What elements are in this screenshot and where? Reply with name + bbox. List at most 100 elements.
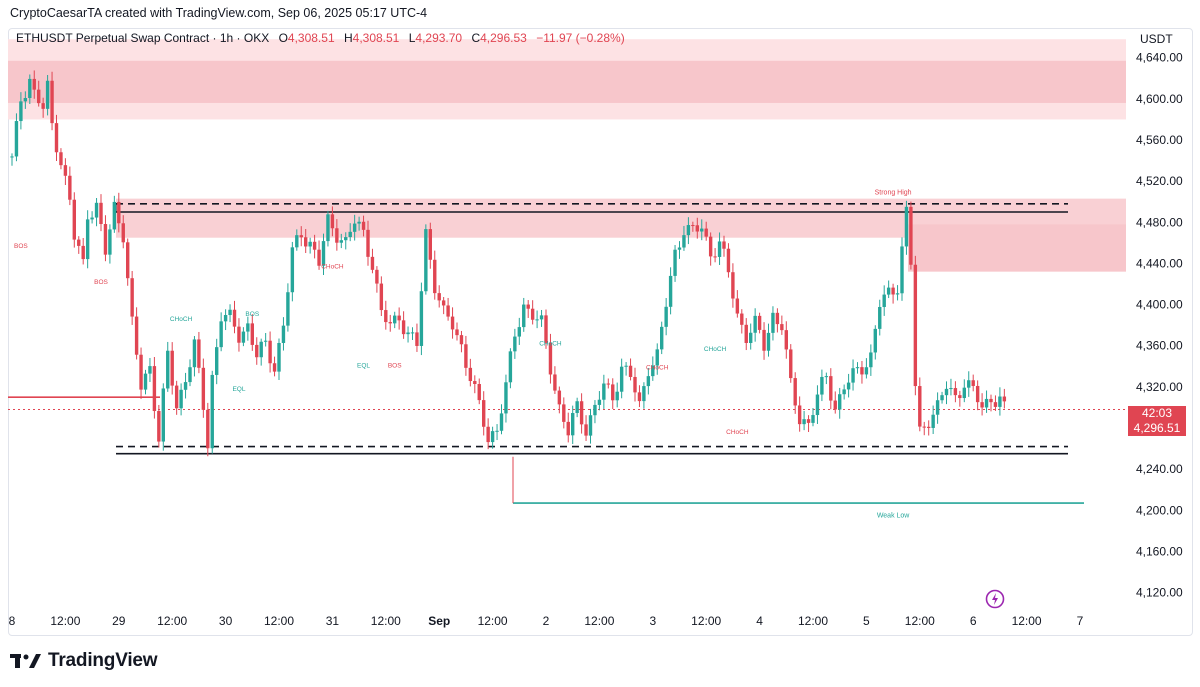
candle-body — [99, 202, 103, 225]
candle-body — [250, 323, 254, 345]
candle-body — [330, 214, 335, 229]
candle-body — [410, 332, 415, 334]
candle-body — [980, 402, 984, 408]
time-tick-label: 5 — [863, 614, 870, 628]
time-tick-label: 3 — [649, 614, 656, 628]
low-value: 4,293.70 — [415, 31, 463, 45]
price-tick-label: 4,480.00 — [1136, 215, 1183, 229]
price-tick-label: 4,600.00 — [1136, 92, 1183, 106]
chart-attribution: CryptoCaesarTA created with TradingView.… — [10, 6, 428, 20]
candle-body — [237, 326, 241, 343]
candle-body — [401, 320, 406, 335]
lightning-icon[interactable] — [985, 589, 1005, 609]
candle-body — [299, 235, 303, 238]
candle-body — [1002, 396, 1007, 402]
high-label: H — [343, 31, 353, 45]
candle-body — [713, 256, 717, 258]
candle-body — [317, 249, 321, 266]
candle-body — [793, 378, 797, 406]
candle-body — [210, 374, 214, 449]
candle-body — [935, 400, 940, 415]
candle-body — [611, 384, 615, 401]
candle-body — [922, 426, 926, 428]
candle-body — [504, 382, 508, 414]
candle-body — [388, 322, 392, 324]
candle-body — [246, 323, 250, 332]
candle-body — [735, 298, 740, 314]
annotation-label: CHoCH — [704, 346, 727, 353]
candle-body — [228, 309, 232, 316]
candle-body — [321, 241, 326, 266]
candle-body — [268, 340, 272, 364]
candle-body — [962, 387, 966, 399]
candle-body — [535, 319, 539, 321]
candle-body — [263, 340, 268, 342]
candle-body — [588, 415, 593, 436]
candle-body — [633, 376, 637, 393]
tradingview-logo[interactable]: TradingView — [10, 650, 158, 672]
candle-body — [433, 259, 437, 294]
zone-3 — [908, 224, 1126, 272]
candle-body — [72, 199, 76, 240]
candle-body — [295, 235, 299, 248]
last-price-badge: 4,296.51 — [1128, 421, 1186, 436]
candle-body — [579, 401, 584, 425]
high-value: 4,308.51 — [352, 31, 400, 45]
price-tick-label: 4,400.00 — [1136, 298, 1183, 312]
candle-body — [544, 315, 548, 343]
candle-body — [450, 316, 455, 330]
candle-body — [682, 235, 686, 248]
candle-body — [757, 315, 762, 330]
candle-body — [223, 315, 228, 322]
candle-body — [406, 332, 410, 335]
time-tick-label: 31 — [326, 614, 340, 628]
candle-body — [143, 373, 148, 390]
candle-body — [971, 380, 975, 386]
candle-body — [81, 245, 85, 260]
candle-body — [993, 402, 998, 407]
candle-body — [882, 294, 886, 307]
candle-body — [864, 367, 869, 375]
candle-body — [166, 350, 170, 389]
candle-body — [108, 229, 112, 255]
candle-body — [19, 101, 23, 122]
candle-body — [326, 214, 330, 242]
candle-body — [517, 327, 521, 337]
candle-body — [428, 229, 432, 260]
candle-body — [424, 229, 428, 292]
candle-body — [597, 399, 602, 405]
candle-body — [286, 292, 290, 326]
candle-body — [606, 383, 610, 385]
candle-body — [348, 231, 352, 238]
candle-body — [370, 256, 375, 270]
symbol-title: ETHUSDT Perpetual Swap Contract · 1h · O… — [16, 31, 270, 45]
candle-body — [789, 349, 793, 379]
time-tick-label: 12:00 — [798, 614, 828, 628]
price-tick-label: 4,160.00 — [1136, 544, 1183, 558]
low-label: L — [408, 31, 416, 45]
candle-body — [441, 300, 446, 306]
candle-body — [940, 395, 944, 401]
candle-body — [637, 392, 642, 402]
annotation-label: Weak Low — [877, 512, 910, 519]
candle-body — [668, 275, 673, 307]
time-tick-label: 29 — [112, 614, 126, 628]
price-axis: 4,120.004,160.004,200.004,240.004,280.00… — [1136, 51, 1183, 600]
candle-body — [753, 315, 757, 333]
candle-body — [304, 237, 308, 247]
candle-body — [312, 241, 317, 250]
candle-body — [526, 304, 530, 309]
tradingview-wordmark: TradingView — [48, 650, 158, 671]
time-axis: 8 12:00 29 12:00 30 12:00 31 12:00 Sep 12:00 2 12:0… — [9, 614, 1084, 628]
candle-body — [148, 366, 152, 374]
candle-body — [530, 308, 535, 320]
candle-body — [197, 339, 201, 368]
candle-body — [664, 306, 668, 327]
candle-body — [846, 382, 851, 390]
time-tick-label: 12:00 — [50, 614, 80, 628]
candle-body — [188, 367, 192, 383]
candle-body — [797, 405, 802, 425]
candle-body — [384, 310, 388, 323]
candle-body — [513, 336, 517, 352]
